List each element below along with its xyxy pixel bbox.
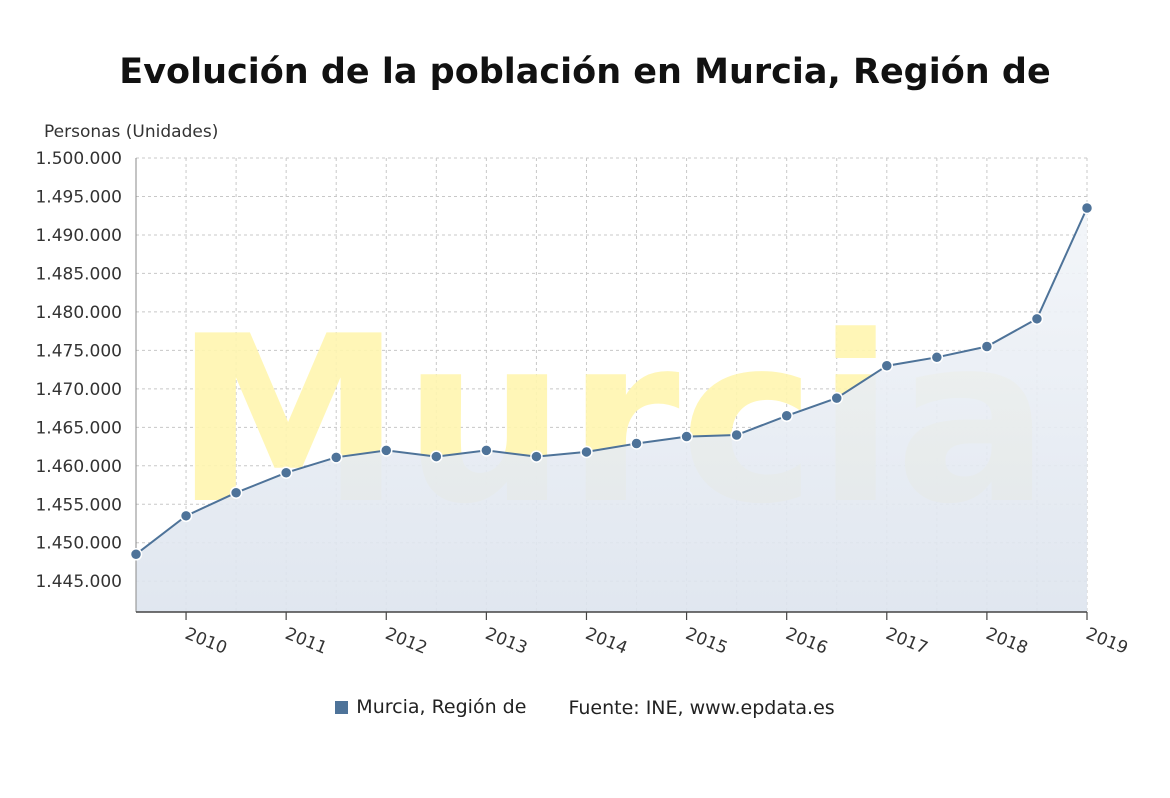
x-tick-label: 2014: [583, 624, 631, 659]
data-point[interactable]: [580, 445, 593, 459]
data-point[interactable]: [630, 437, 643, 450]
y-tick-label: 1.495.000: [35, 187, 122, 207]
chart-title: Evolución de la población en Murcia, Reg…: [119, 52, 1051, 92]
y-tick-label: 1.490.000: [35, 226, 122, 246]
data-point[interactable]: [780, 409, 793, 423]
y-tick-label: 1.480.000: [35, 303, 122, 323]
y-tick-label: 1.500.000: [35, 149, 122, 169]
y-tick-label: 1.445.000: [35, 572, 122, 592]
y-axis-label: Personas (Unidades): [44, 122, 218, 142]
y-ticks: 1.500.000 1.495.000 1.490.000 1.485.000 1.48…: [35, 149, 122, 592]
x-ticks: 2010 2011 2012 2013 2014 2015 2016 2017 2018 2019: [182, 624, 1131, 659]
legend-item-series[interactable]: Murcia, Región de: [335, 696, 526, 718]
legend: Murcia, Región de Fuente: INE, www.epdat…: [0, 696, 1170, 719]
source-note: Fuente: INE, www.epdata.es: [568, 697, 834, 719]
data-point[interactable]: [830, 391, 843, 405]
y-tick-label: 1.475.000: [35, 341, 122, 361]
source-label: Fuente: INE, www.epdata.es: [568, 696, 835, 719]
data-point[interactable]: [279, 466, 293, 479]
legend-label: Murcia, Región de: [356, 696, 527, 718]
data-points: [129, 201, 1094, 561]
data-point[interactable]: [129, 548, 143, 561]
y-tick-label: 1.485.000: [35, 264, 122, 284]
data-point[interactable]: [229, 486, 243, 499]
series-line: [135, 207, 1088, 556]
data-point[interactable]: [980, 340, 994, 353]
x-tick-label: 2019: [1083, 624, 1131, 659]
data-point[interactable]: [430, 450, 443, 463]
data-point[interactable]: [179, 509, 193, 523]
y-tick-label: 1.465.000: [35, 418, 122, 438]
legend-swatch: [335, 700, 349, 714]
y-tick-label: 1.460.000: [35, 457, 122, 477]
x-tick-label: 2013: [482, 624, 530, 659]
axes: [135, 158, 1088, 620]
data-point[interactable]: [480, 444, 493, 457]
data-point[interactable]: [530, 450, 543, 463]
x-tick-label: 2010: [182, 624, 230, 659]
x-tick-label: 2015: [683, 624, 731, 659]
data-point[interactable]: [329, 451, 343, 464]
y-tick-label: 1.455.000: [35, 495, 122, 515]
area-layer: [135, 207, 1088, 612]
data-point[interactable]: [380, 444, 393, 457]
x-tick-label: 2018: [983, 624, 1031, 659]
data-point[interactable]: [730, 428, 743, 442]
data-point[interactable]: [1030, 312, 1044, 326]
x-tick-label: 2016: [783, 624, 831, 659]
data-point[interactable]: [930, 351, 944, 364]
x-tick-label: 2017: [883, 624, 931, 659]
series-area: [136, 208, 1087, 612]
x-tick-label: 2011: [282, 624, 330, 659]
data-point[interactable]: [880, 359, 894, 373]
x-tick-label: 2012: [382, 624, 430, 659]
data-point[interactable]: [680, 430, 693, 443]
y-tick-label: 1.470.000: [35, 380, 122, 400]
data-point[interactable]: [1080, 201, 1094, 215]
y-tick-label: 1.450.000: [35, 534, 122, 554]
